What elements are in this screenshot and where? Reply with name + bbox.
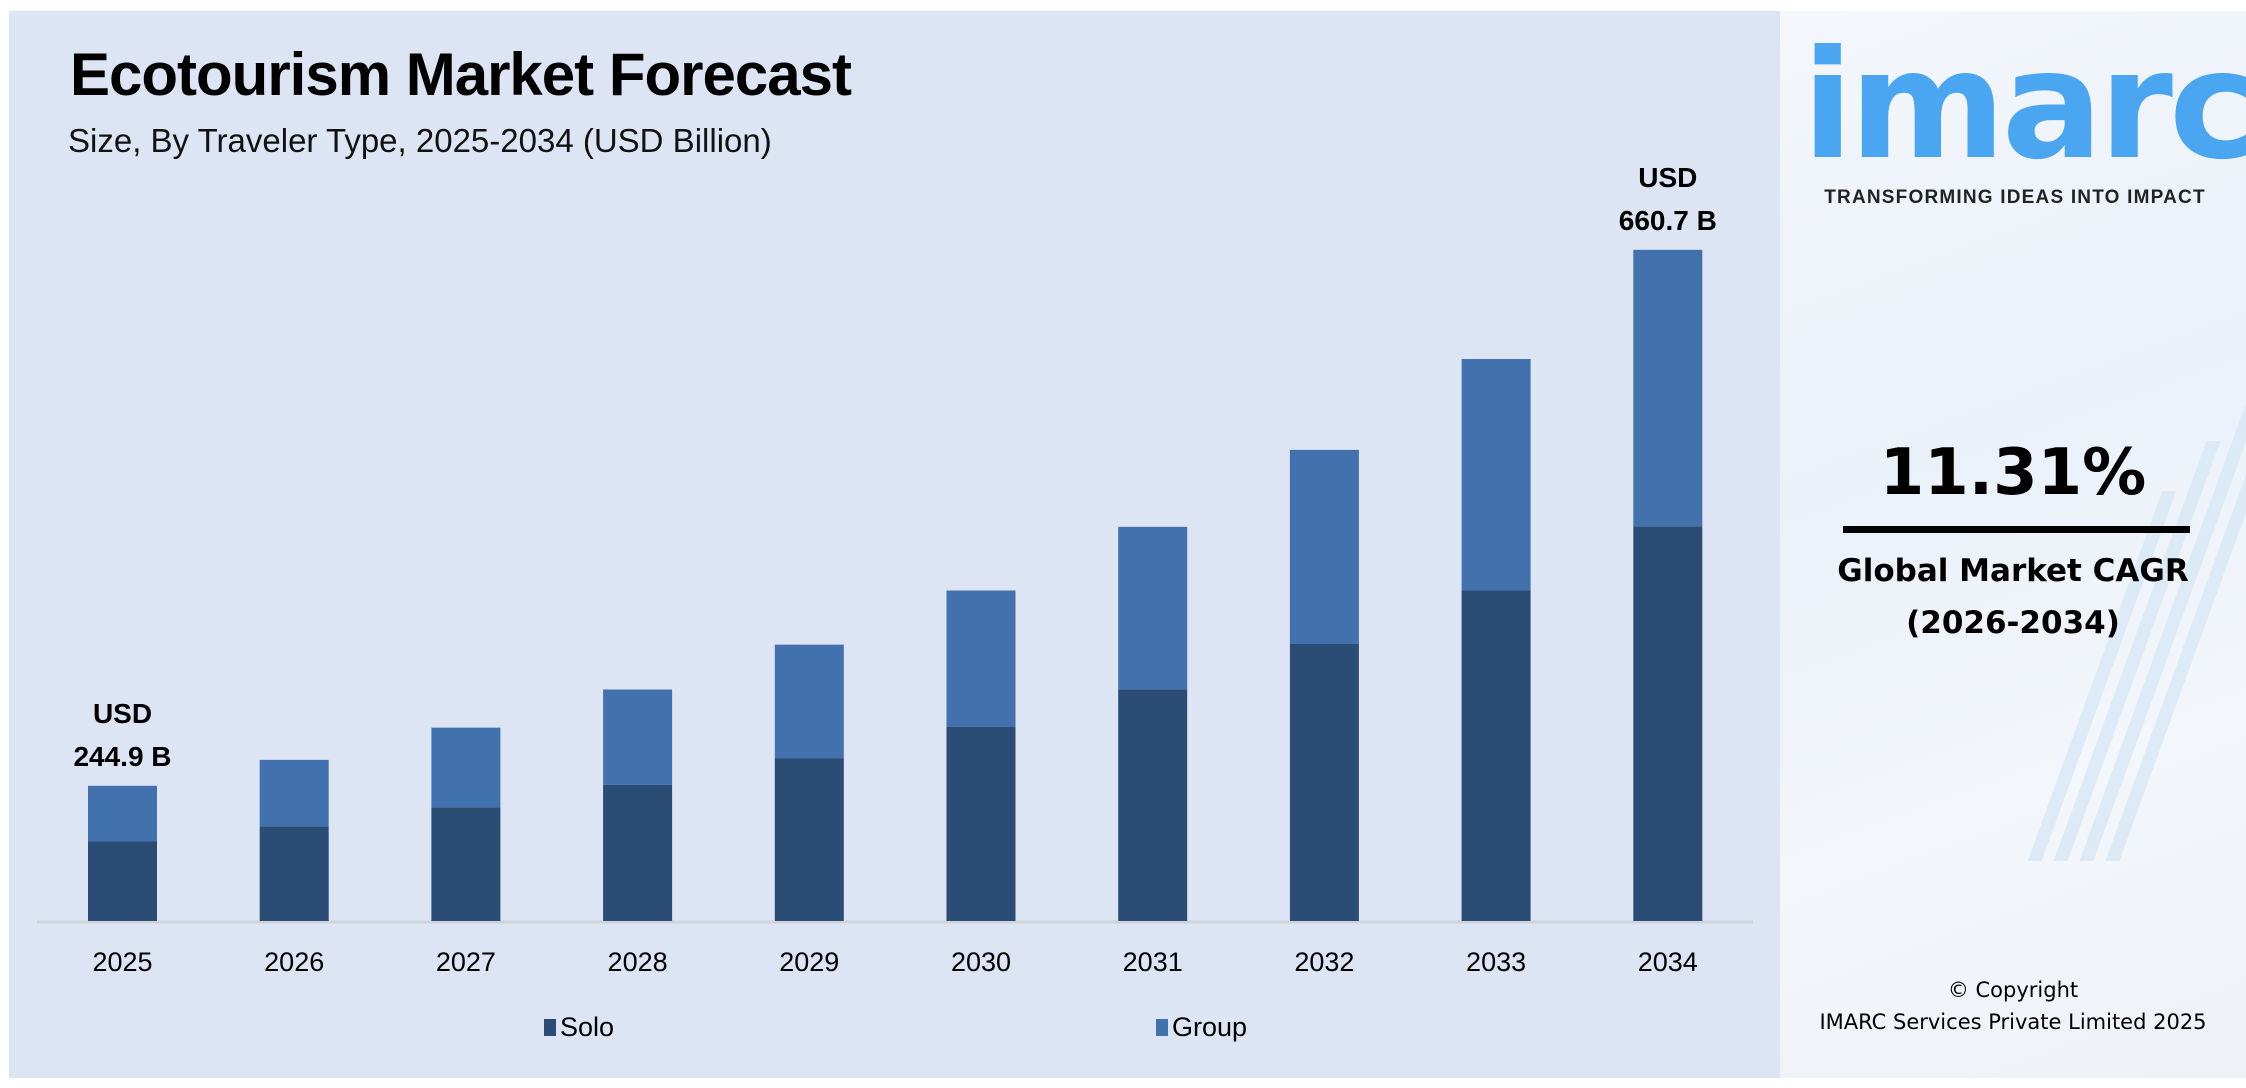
logo-tagline: TRANSFORMING IDEAS INTO IMPACT (1824, 187, 2206, 208)
x-tick-label: 2033 (1466, 947, 1526, 977)
cagr-divider (1843, 526, 2190, 533)
bar-group-2026 (259, 759, 329, 827)
x-tick-label: 2025 (92, 947, 152, 977)
data-label-2025: USD (93, 698, 152, 729)
chart-subtitle: Size, By Traveler Type, 2025-2034 (USD B… (68, 122, 772, 159)
x-tick-label: 2028 (608, 947, 668, 977)
cagr-label-block: Global Market CAGR (2026-2034) (1780, 545, 2246, 649)
bar-group-2034 (1633, 249, 1703, 527)
bar-group-2027 (431, 727, 501, 808)
x-tick-label: 2032 (1294, 947, 1354, 977)
imarc-logo: imarc (1802, 19, 2246, 193)
x-tick-label: 2031 (1123, 947, 1183, 977)
copyright: © Copyright IMARC Services Private Limit… (1780, 974, 2246, 1038)
side-panel: imarc TRANSFORMING IDEAS INTO IMPACT 11.… (1780, 11, 2246, 1078)
legend-swatch-solo (544, 1019, 556, 1036)
chart-title: Ecotourism Market Forecast (70, 41, 852, 108)
data-label-2034: USD (1638, 162, 1697, 193)
bar-solo-2028 (603, 784, 673, 921)
bar-solo-2031 (1118, 689, 1188, 921)
x-tick-label: 2029 (779, 947, 839, 977)
legend-label-group: Group (1172, 1012, 1247, 1042)
legend-swatch-group (1156, 1019, 1168, 1036)
x-tick-label: 2030 (951, 947, 1011, 977)
x-tick-label: 2027 (436, 947, 496, 977)
copyright-line1: © Copyright (1947, 978, 2079, 1002)
bar-solo-2029 (774, 758, 844, 921)
cagr-label: Global Market CAGR (1837, 553, 2189, 589)
bar-group-2025 (88, 785, 157, 842)
bar-group-2028 (603, 689, 673, 785)
copyright-line2: IMARC Services Private Limited 2025 (1819, 1010, 2207, 1034)
bar-solo-2026 (259, 826, 329, 921)
bar-solo-2030 (946, 726, 1016, 921)
bar-solo-2033 (1461, 590, 1531, 921)
bar-group-2031 (1118, 526, 1188, 690)
legend-label-solo: Solo (560, 1012, 614, 1042)
bar-group-2033 (1461, 358, 1531, 591)
bar-solo-2034 (1633, 526, 1703, 921)
bar-solo-2027 (431, 807, 501, 921)
data-label-2034: 660.7 B (1619, 205, 1717, 236)
bar-solo-2032 (1289, 644, 1359, 921)
bar-solo-2025 (88, 841, 157, 921)
x-tick-label: 2026 (264, 947, 324, 977)
bar-group-2029 (774, 644, 844, 759)
data-label-2025: 244.9 B (73, 741, 171, 772)
x-tick-label: 2034 (1638, 947, 1698, 977)
cagr-value: 11.31% (1879, 436, 2147, 510)
cagr-period: (2026-2034) (1906, 605, 2120, 641)
bar-group-2032 (1289, 449, 1359, 645)
bar-group-2030 (946, 590, 1016, 727)
